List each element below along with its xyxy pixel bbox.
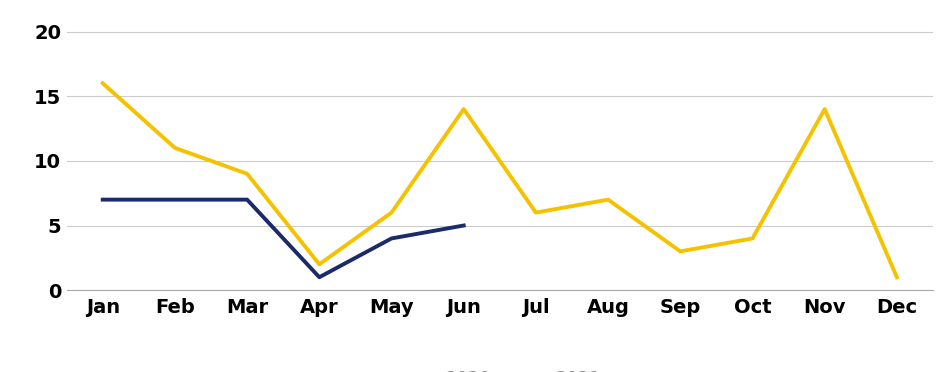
- Legend: 2020, 2021: 2020, 2021: [391, 363, 608, 372]
